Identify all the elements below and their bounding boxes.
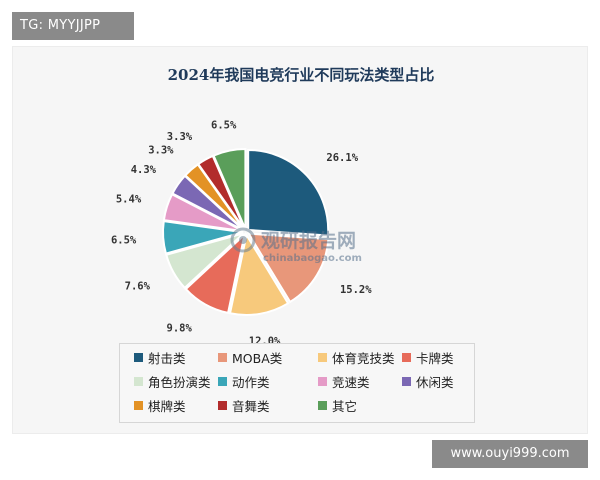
- legend-item: 其它: [318, 396, 357, 414]
- slices-layer: [162, 148, 330, 316]
- pie-slice: [162, 220, 244, 255]
- legend-label: 体育竞技类: [332, 350, 395, 366]
- legend-label: 其它: [332, 398, 358, 414]
- pie-slice: [165, 232, 245, 290]
- legend-item: 音舞类: [218, 396, 270, 414]
- watermark: 观研报告网 chinabaogao.com: [230, 227, 362, 264]
- legend-label: 卡牌类: [416, 350, 454, 366]
- slice-percentage-label: 7.6%: [125, 281, 151, 293]
- legend-label: MOBA类: [232, 350, 283, 366]
- slice-percentage-label: 5.4%: [116, 194, 142, 206]
- legend-label: 射击类: [148, 350, 186, 366]
- slice-percentage-label: 9.8%: [167, 323, 193, 335]
- legend-item: 动作类: [218, 372, 270, 390]
- slice-percentage-label: 3.3%: [148, 144, 174, 156]
- legend-swatch: [402, 376, 411, 386]
- slice-percentage-label: 6.5%: [111, 234, 137, 246]
- legend-label: 休闲类: [416, 374, 454, 390]
- legend-item: 体育竞技类: [318, 348, 395, 366]
- legend-swatch: [402, 352, 411, 362]
- pie-slice: [228, 232, 290, 316]
- legend-item: 棋牌类: [134, 396, 186, 414]
- pie-slice: [246, 232, 330, 304]
- legend-item: 休闲类: [402, 372, 454, 390]
- legend-swatch: [218, 352, 227, 362]
- watermark-sub: chinabaogao.com: [263, 253, 362, 264]
- watermark-icon: [230, 227, 256, 253]
- legend-swatch: [218, 400, 227, 410]
- slice-percentage-label: 4.3%: [131, 164, 157, 176]
- legend-item: 卡牌类: [402, 348, 454, 366]
- legend-swatch: [318, 352, 327, 362]
- legend-swatch: [134, 376, 143, 386]
- chart-title: 2024年我国电竞行业不同玩法类型占比: [167, 66, 435, 84]
- legend-item: 竞速类: [318, 372, 370, 390]
- legend-item: MOBA类: [218, 348, 282, 366]
- pie-slice: [247, 148, 330, 237]
- legend-swatch: [318, 400, 327, 410]
- legend-swatch: [318, 376, 327, 386]
- legend-item: 角色扮演类: [134, 372, 211, 390]
- legend-label: 动作类: [232, 374, 270, 390]
- watermark-main: 观研报告网: [261, 229, 356, 252]
- legend-label: 棋牌类: [148, 398, 186, 414]
- chart-legend: 射击类 MOBA类 体育竞技类 卡牌类角色扮演类 动作类 竞速类 休闲类棋牌类 音舞类 其它: [119, 343, 475, 423]
- chart-card: 2024年我国电竞行业不同玩法类型占比 观研报告网 chinabaogao.co…: [12, 46, 588, 434]
- slice-percentage-label: 3.3%: [167, 131, 193, 143]
- pie-slice: [212, 148, 247, 230]
- legend-label: 音舞类: [232, 398, 270, 414]
- legend-swatch: [218, 376, 227, 386]
- pie-slice: [184, 231, 247, 315]
- legend-item: 射击类: [134, 348, 186, 366]
- legend-label: 角色扮演类: [148, 374, 211, 390]
- slice-percentage-label: 6.5%: [211, 119, 237, 131]
- pie-chart: 观研报告网 chinabaogao.com 26.1%15.2%12.0%9.8…: [111, 119, 372, 347]
- url-badge: www.ouyi999.com: [432, 440, 588, 468]
- legend-swatch: [134, 400, 143, 410]
- legend-label: 竞速类: [332, 374, 370, 390]
- tg-badge: TG: MYYJJPP: [12, 12, 134, 40]
- slice-percentage-label: 26.1%: [326, 152, 358, 164]
- legend-swatch: [134, 352, 143, 362]
- labels-layer: 26.1%15.2%12.0%9.8%7.6%6.5%5.4%4.3%3.3%3…: [111, 119, 372, 347]
- slice-percentage-label: 15.2%: [340, 284, 372, 296]
